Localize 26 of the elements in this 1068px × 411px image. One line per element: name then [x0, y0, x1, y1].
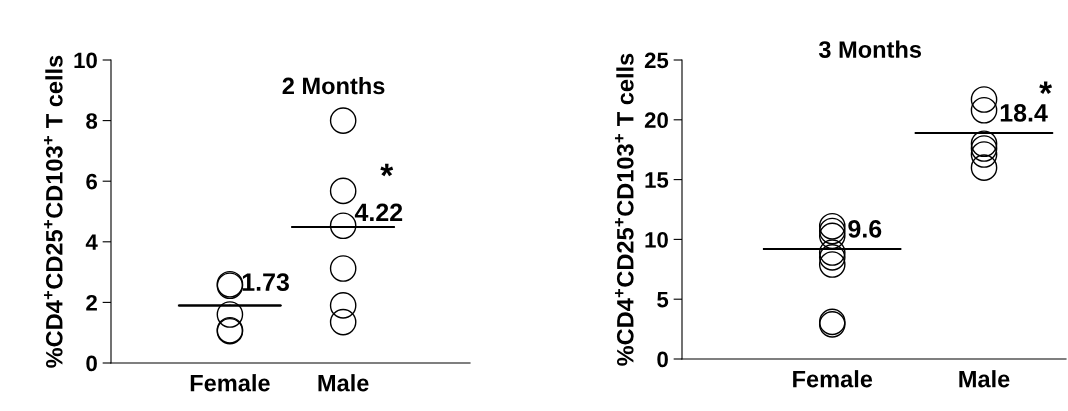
- x-tick-label: Female: [793, 370, 873, 388]
- y-tick-label: 10: [74, 52, 97, 69]
- y-tick-label: 20: [644, 112, 668, 129]
- x-tick-label: Male: [318, 374, 369, 392]
- y-axis-title: %CD4$^{+}$CD25$^{+}$CD103$^{+}$ T cells: [614, 53, 634, 366]
- annotation: 4.22: [354, 203, 403, 221]
- y-tick-label: 15: [645, 172, 669, 188]
- y-tick-label: 4: [85, 234, 98, 250]
- y-tick-label: 6: [86, 173, 97, 190]
- annotation: 18.4: [1000, 104, 1048, 122]
- y-tick-label: 25: [644, 52, 669, 69]
- annotation: *: [1039, 81, 1053, 94]
- y-tick-label: 8: [86, 113, 98, 129]
- y-axis-title: %CD4$^{+}$CD25$^{+}$CD103$^{+}$ T cells: [43, 55, 63, 368]
- y-tick-label: 2: [86, 294, 97, 311]
- y-tick-label: 5: [657, 291, 669, 308]
- annotation: *: [380, 163, 394, 177]
- x-tick-label: Female: [190, 374, 270, 392]
- y-tick-label: 10: [645, 231, 668, 248]
- x-tick-label: Male: [959, 370, 1010, 388]
- text: 2 Months: [282, 76, 385, 95]
- y-tick-label: 0: [86, 355, 97, 372]
- chart-title: 3 Months: [818, 40, 922, 58]
- y-tick-label: 0: [657, 351, 668, 368]
- annotation: 1.73: [242, 273, 289, 291]
- annotation: 9.6: [848, 220, 882, 238]
